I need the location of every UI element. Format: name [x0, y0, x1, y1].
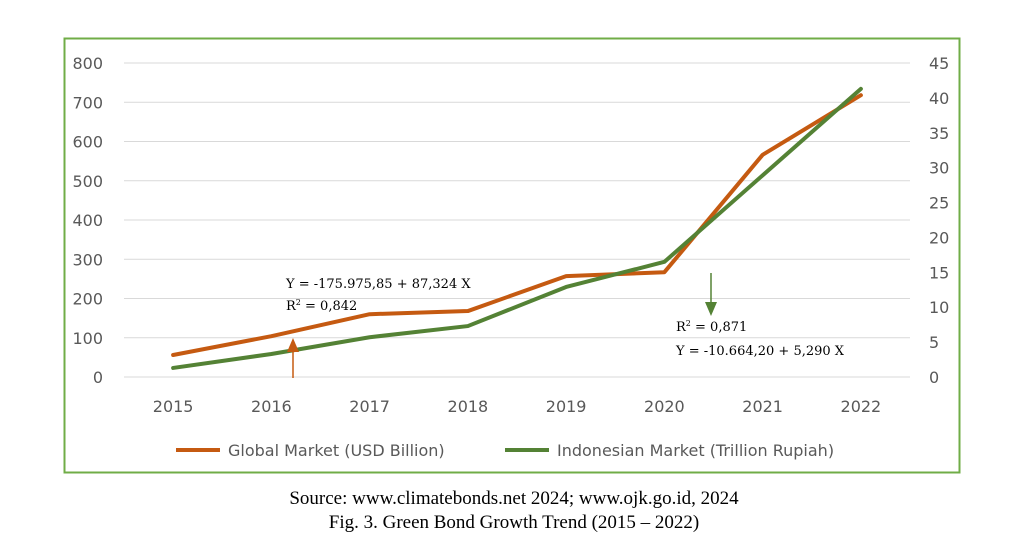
left-axis-tick-label: 200 — [72, 290, 103, 309]
indonesia-arrow-head — [705, 302, 717, 316]
x-axis-tick-label: 2015 — [153, 397, 194, 416]
indonesia-r2: R2 = 0,871 — [676, 319, 747, 335]
figure-caption: Fig. 3. Green Bond Growth Trend (2015 – … — [328, 512, 700, 533]
right-axis-tick-label: 15 — [929, 263, 949, 282]
global-arrow-head — [287, 338, 299, 352]
left-axis-tick-label: 600 — [72, 133, 103, 152]
right-axis-tick-label: 25 — [929, 194, 949, 213]
right-axis-tick-label: 10 — [929, 298, 949, 317]
left-axis-tick-label: 0 — [93, 368, 103, 387]
source-caption: Source: www.climatebonds.net 2024; www.o… — [289, 488, 739, 509]
x-axis-tick-label: 2019 — [546, 397, 587, 416]
left-axis-tick-label: 700 — [72, 93, 103, 112]
right-axis-tick-label: 0 — [929, 368, 939, 387]
x-axis-tick-label: 2016 — [251, 397, 292, 416]
right-axis-tick-label: 35 — [929, 124, 949, 143]
right-axis-tick-label: 20 — [929, 228, 949, 247]
left-axis-tick-label: 100 — [72, 329, 103, 348]
global-r2: R2 = 0,842 — [286, 298, 357, 314]
right-axis-tick-label: 40 — [929, 89, 949, 108]
left-axis-tick-label: 400 — [72, 211, 103, 230]
global-market-line — [171, 93, 863, 358]
legend-label-global: Global Market (USD Billion) — [228, 441, 445, 460]
x-axis-tick-label: 2020 — [644, 397, 685, 416]
right-axis-tick-label: 45 — [929, 54, 949, 73]
global-equation: Y = -175.975,85 + 87,324 X — [285, 277, 471, 292]
left-axis-tick-label: 300 — [72, 250, 103, 269]
right-axis-tick-label: 5 — [929, 333, 939, 352]
left-axis-tick-label: 800 — [72, 54, 103, 73]
left-axis-tick-label: 500 — [72, 172, 103, 191]
right-axis-tick-label: 30 — [929, 159, 949, 178]
x-axis-tick-label: 2017 — [349, 397, 390, 416]
indonesia-equation: Y = -10.664,20 + 5,290 X — [675, 344, 845, 359]
line-chart: 0 100 200 300 400 500 600 700 800 0 5 10 15 20 25 30 35… — [63, 37, 961, 474]
legend-label-indonesia: Indonesian Market (Trillion Rupiah) — [557, 441, 834, 460]
chart-frame — [63, 37, 961, 474]
x-axis-tick-label: 2022 — [841, 397, 882, 416]
x-axis-tick-label: 2018 — [448, 397, 489, 416]
x-axis-tick-label: 2021 — [742, 397, 783, 416]
